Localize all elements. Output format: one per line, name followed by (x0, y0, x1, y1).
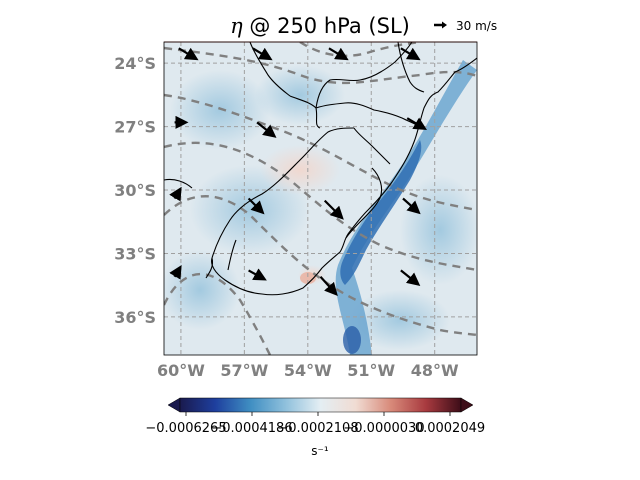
wind-arrow-icon (169, 186, 182, 202)
colorbar-tick-label: −0.0004186 (211, 421, 292, 436)
wind-arrow-icon (319, 276, 338, 297)
contour-line (164, 46, 477, 85)
uruguay-border (211, 127, 355, 259)
colorbar-bar (179, 397, 462, 413)
colorbar: −0.0006265−0.0004186−0.0002108−0.0000030… (145, 397, 485, 458)
argentina-border (164, 178, 193, 189)
wind-arrow-icon (248, 268, 267, 281)
wind-arrow-icon (323, 199, 344, 220)
longitude-label: 57°W (220, 361, 268, 380)
vorticity-field (164, 42, 477, 355)
state-border-sc (315, 102, 423, 129)
wind-arrow-icon (400, 269, 421, 286)
latitude-label: 27°S (114, 118, 156, 137)
colorbar-max-extend (460, 397, 474, 413)
latitude-label: 36°S (114, 308, 156, 327)
state-border-sp (397, 42, 425, 93)
quiver-key-label: 30 m/s (456, 19, 497, 33)
river-uruguay (227, 239, 237, 271)
title-symbol: η (230, 14, 243, 38)
colorbar-ticks: −0.0006265−0.0004186−0.0002108−0.0000030… (145, 412, 485, 436)
contour-line (164, 93, 477, 212)
positive-vorticity-spot (300, 272, 316, 284)
wind-arrow-icon (178, 47, 199, 61)
wind-arrow-icon (406, 117, 427, 130)
wind-vectors (169, 47, 427, 297)
lagoa-dos-patos (345, 167, 383, 239)
quiver-key-arrowhead-icon (442, 21, 447, 29)
wind-arrow-icon (247, 197, 265, 215)
negative-vorticity-band (335, 60, 477, 355)
latitude-labels: 24°S 27°S 30°S 33°S 36°S (114, 54, 156, 327)
colorbar-tick-label: −0.0006265 (145, 421, 226, 436)
colorbar-units: s⁻¹ (311, 444, 329, 458)
colorbar-tick-label: −0.0000030 (343, 421, 424, 436)
wind-arrow-icon (400, 47, 421, 61)
wind-arrow-icon (169, 264, 182, 280)
wind-arrow-icon (402, 197, 421, 215)
contour-line (299, 42, 421, 58)
map-frame (163, 41, 478, 356)
coastlines-borders (164, 42, 477, 296)
map-panel (163, 41, 478, 356)
quiver-key: 30 m/s (434, 19, 497, 33)
longitude-label: 54°W (284, 361, 332, 380)
latitude-label: 24°S (114, 54, 156, 73)
longitude-label: 51°W (347, 361, 395, 380)
colorbar-tick-label: 0.0002049 (415, 421, 485, 436)
state-border (353, 127, 391, 165)
longitude-label: 60°W (157, 361, 205, 380)
wind-arrow-icon (256, 121, 277, 138)
contour-line (164, 141, 477, 272)
chart-title: η @ 250 hPa (SL) (230, 14, 410, 38)
latitude-label: 30°S (114, 181, 156, 200)
title-text: @ 250 hPa (SL) (243, 14, 410, 38)
colorbar-min-extend (167, 397, 181, 413)
wind-arrow-icon (328, 47, 349, 61)
contour-line (164, 272, 272, 355)
border-bolivia (249, 42, 291, 97)
latitude-label: 33°S (114, 244, 156, 263)
rio-de-la-plata (205, 257, 214, 279)
strong-negative-core (340, 140, 422, 285)
wind-arrow-icon (252, 47, 273, 61)
longitude-label: 48°W (411, 361, 459, 380)
colorbar-tick-label: −0.0002108 (277, 421, 358, 436)
atlantic-coastline (211, 57, 477, 296)
longitude-labels: 60°W 57°W 54°W 51°W 48°W (157, 361, 459, 380)
